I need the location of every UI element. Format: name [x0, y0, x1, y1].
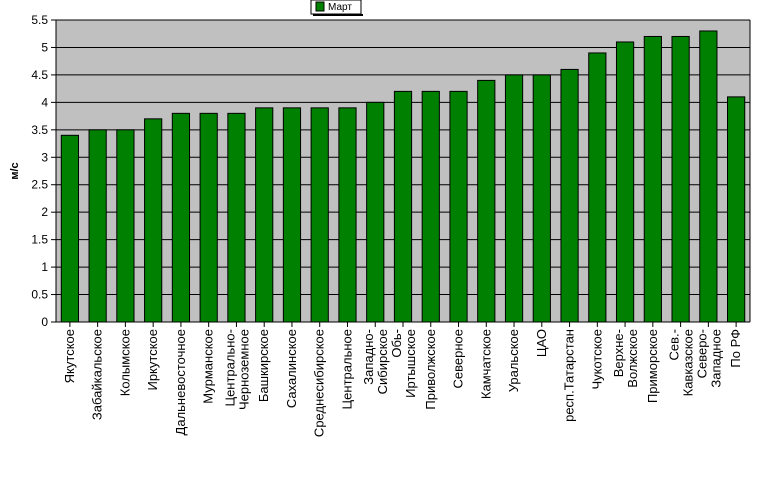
axes	[55, 19, 751, 327]
x-tick-label: респ.Татарстан	[562, 329, 577, 422]
bar	[421, 90, 440, 323]
x-tick-label: По РФ	[728, 329, 743, 368]
bar	[504, 74, 524, 323]
x-tick-label: Башкирское	[256, 329, 271, 402]
x-tick-label: Центральное	[339, 329, 354, 409]
y-axis-title: м/с	[9, 162, 21, 179]
x-tick-label: Иркутское	[145, 329, 160, 391]
x-tick-label: Западно-Сибирское	[361, 329, 390, 394]
bar	[144, 118, 163, 323]
bar	[477, 79, 496, 323]
legend-box-shadow	[313, 14, 363, 16]
bar	[588, 52, 607, 323]
bar	[88, 129, 107, 323]
y-axis-ticks: 0 0.5 1 1.5 2 2.5 3 3.5 4 4.5 5 5.5	[31, 13, 56, 329]
bar	[449, 90, 468, 323]
bar	[615, 41, 635, 323]
bar	[199, 112, 218, 323]
y-tick-label: 1	[41, 260, 48, 274]
y-tick-label: 0	[41, 315, 48, 329]
bar	[532, 74, 551, 323]
legend-swatch	[315, 1, 325, 12]
bar	[255, 107, 274, 323]
bar	[310, 107, 329, 323]
x-axis-labels: Якутское Забайкальское Колымское Иркутское Д…	[62, 329, 743, 437]
x-tick-label: Северо-Западное	[694, 329, 723, 388]
y-tick-label: 3	[41, 150, 48, 164]
x-tick-label: Мурманское	[201, 329, 216, 404]
y-tick-label: 4.5	[31, 68, 48, 82]
bar	[116, 129, 135, 323]
x-tick-label: Камчатское	[478, 329, 493, 399]
y-tick-label: 2.5	[31, 178, 48, 192]
bar	[282, 107, 302, 323]
bar	[227, 112, 246, 323]
bar	[727, 96, 746, 323]
x-tick-label: ЦАО	[534, 329, 549, 357]
x-tick-label: Сахалинское	[284, 329, 299, 408]
x-tick-label: Обь-Иртышское	[389, 329, 418, 398]
bar	[366, 101, 385, 323]
x-tick-label: Якутское	[62, 329, 77, 383]
legend-label: Март	[328, 2, 352, 13]
bar	[560, 68, 579, 323]
bars	[60, 30, 746, 323]
x-tick-label: Колымское	[117, 329, 132, 396]
x-tick-label: Центрально-Черноземное	[222, 329, 251, 410]
y-tick-label: 1.5	[31, 233, 48, 247]
bar	[338, 107, 357, 323]
x-tick-label: Дальневосточное	[173, 329, 188, 435]
bar	[699, 30, 718, 323]
y-tick-label: 5.5	[31, 13, 48, 27]
x-tick-label: Забайкальское	[90, 329, 105, 420]
x-tick-label: Приволжское	[423, 329, 438, 410]
y-tick-label: 5	[41, 40, 48, 54]
bar	[643, 35, 662, 323]
legend: Март	[310, 0, 363, 16]
bar	[671, 35, 690, 323]
x-tick-label: Уральское	[506, 329, 521, 392]
x-tick-label: Северное	[451, 329, 466, 388]
y-tick-label: 2	[41, 205, 48, 219]
x-tick-label: Чукотское	[589, 329, 604, 390]
y-tick-label: 3.5	[31, 123, 48, 137]
bar	[171, 112, 191, 323]
x-tick-label: Сев.-Кавказское	[667, 329, 696, 396]
y-tick-label: 4	[41, 95, 48, 109]
x-tick-label: Верхне-Волжское	[611, 329, 640, 388]
x-tick-label: Приморское	[645, 329, 660, 403]
x-tick-label: Среднесибирское	[312, 329, 327, 437]
bar	[393, 90, 413, 323]
bar	[60, 134, 79, 323]
y-tick-label: 0.5	[31, 288, 48, 302]
